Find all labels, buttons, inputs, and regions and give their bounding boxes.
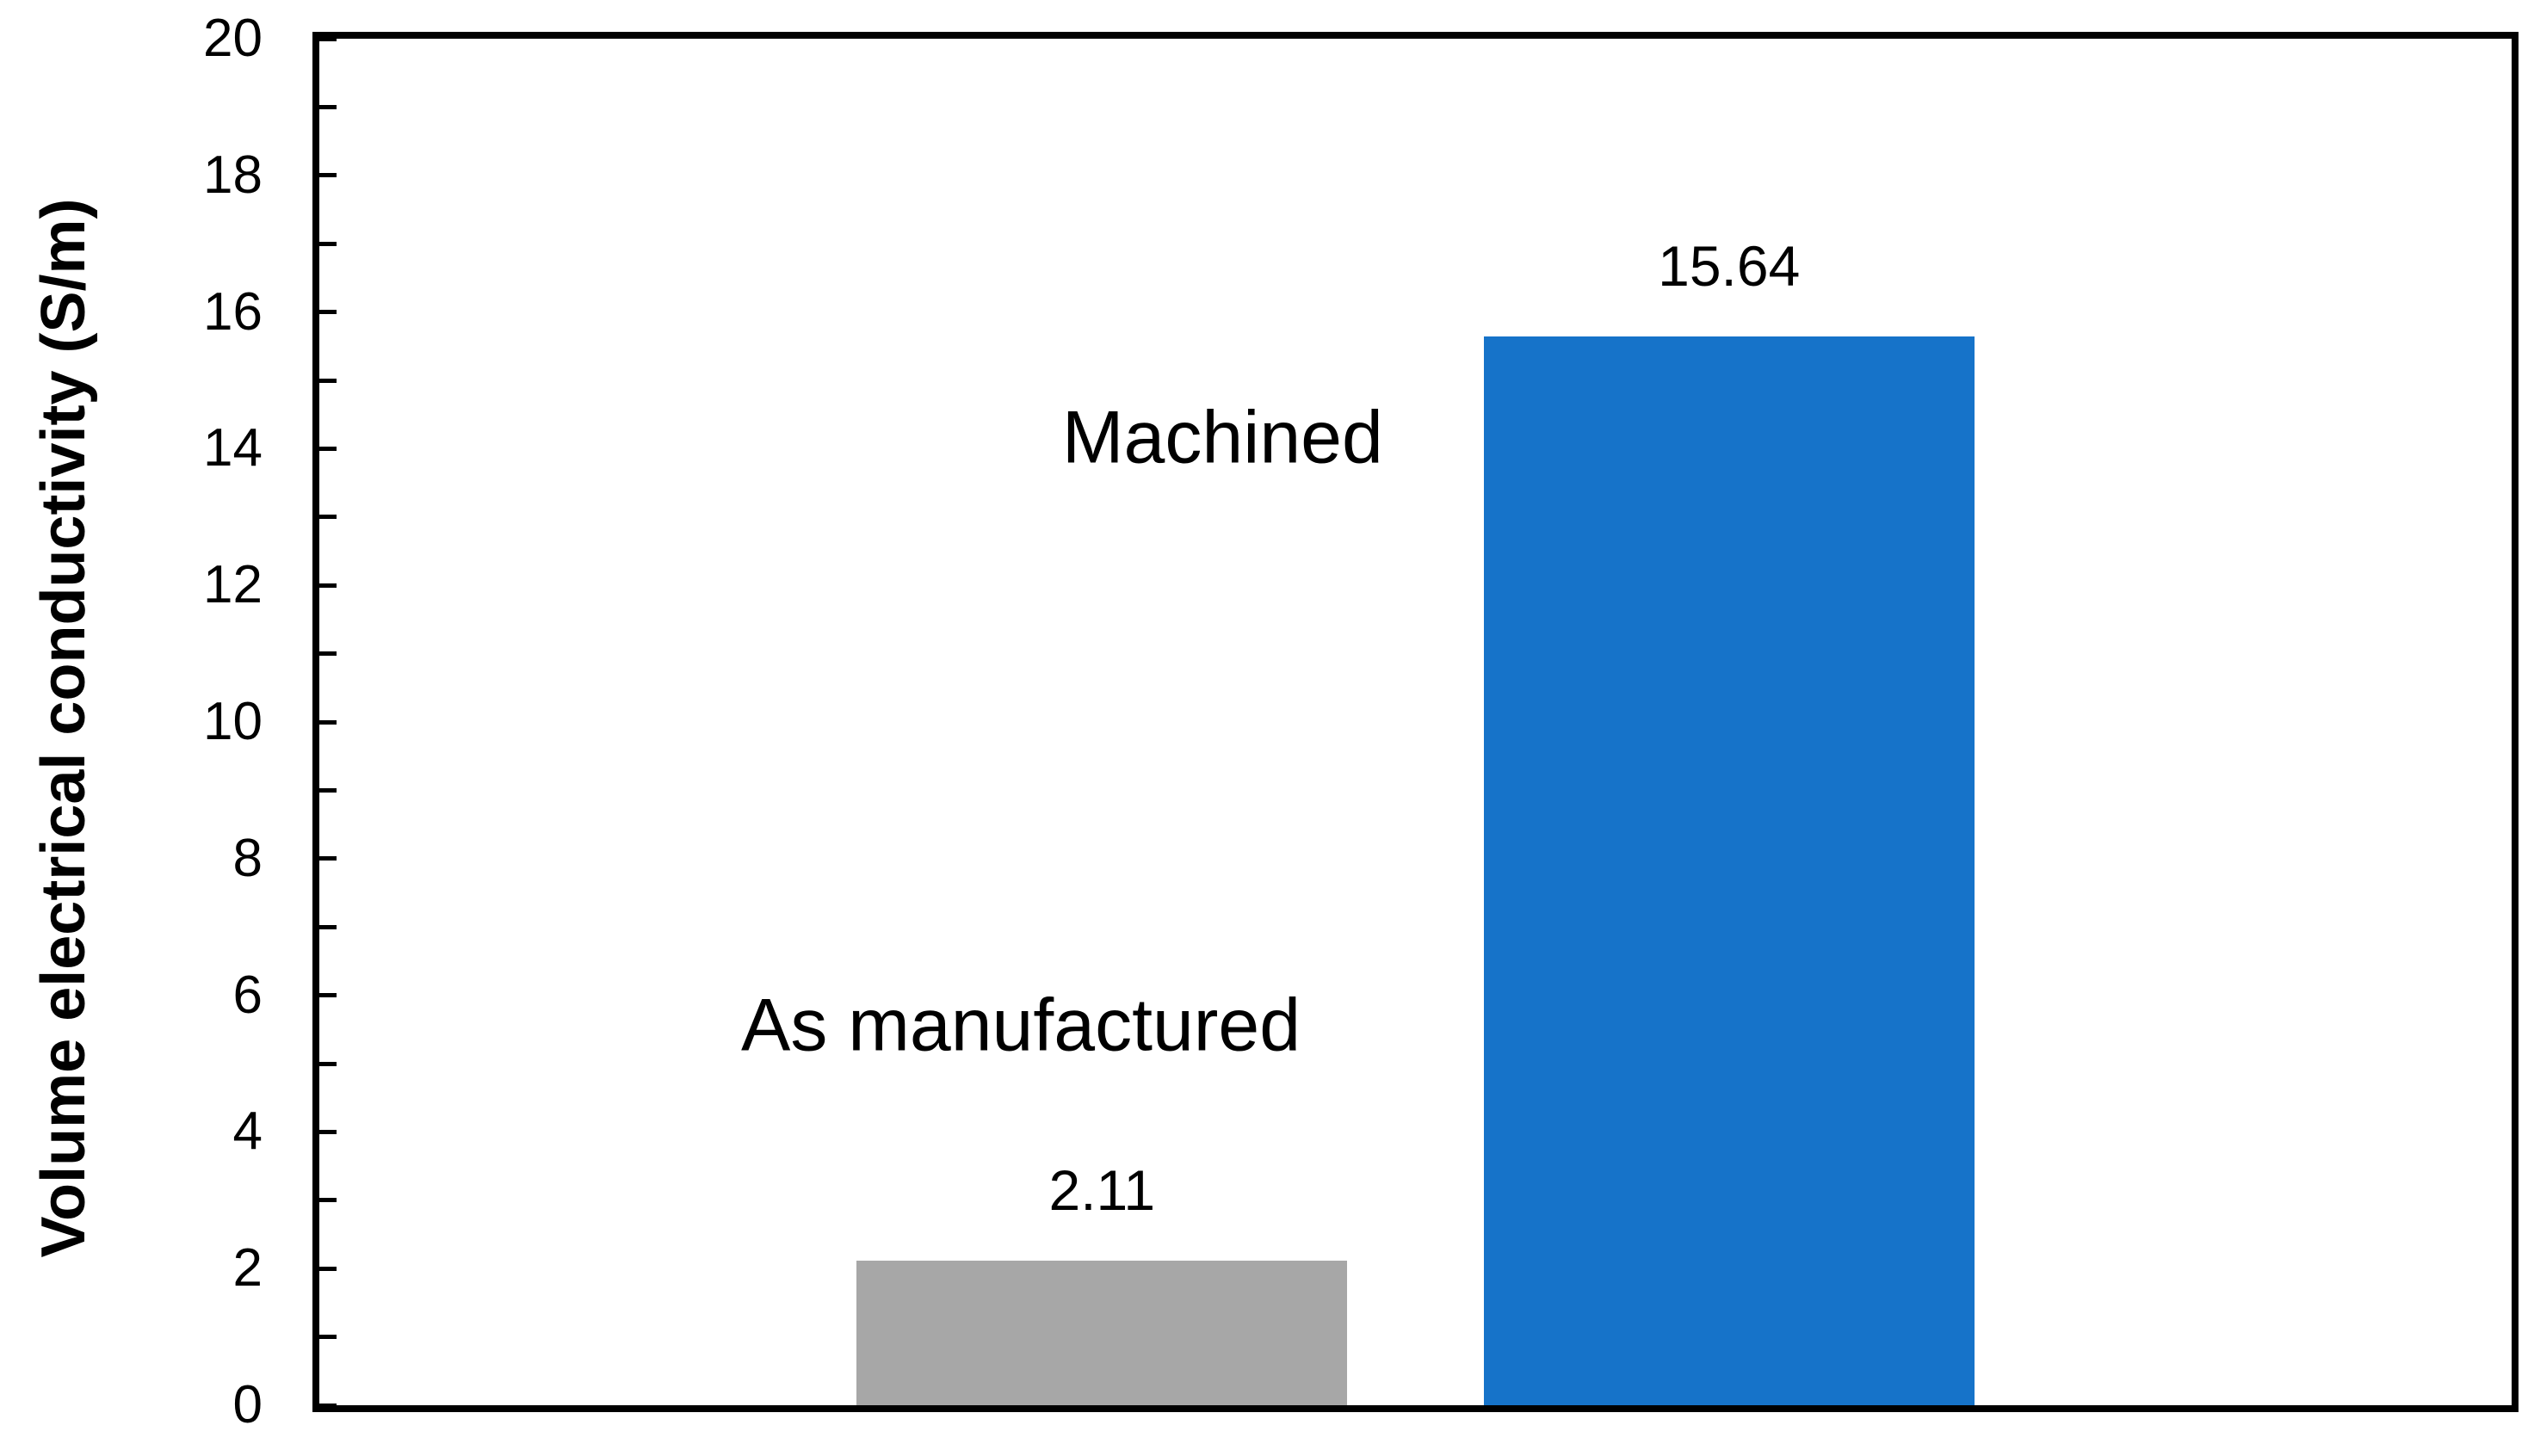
y-axis-tick bbox=[319, 1129, 337, 1134]
y-axis-tick bbox=[319, 1061, 337, 1066]
y-axis-tick bbox=[319, 856, 337, 861]
y-axis-tick bbox=[319, 173, 337, 178]
y-axis-tick-label: 2 bbox=[232, 1238, 263, 1299]
plot-frame bbox=[312, 32, 2519, 1412]
y-axis-tick bbox=[319, 310, 337, 315]
y-axis-title: Volume electrical conductivity (S/m) bbox=[29, 198, 98, 1258]
y-axis-tick bbox=[319, 241, 337, 246]
y-axis-tick bbox=[319, 1266, 337, 1271]
category-annotation-as-manufactured: As manufactured bbox=[740, 984, 1301, 1067]
y-axis-tick bbox=[319, 1335, 337, 1340]
y-axis-tick-label: 10 bbox=[203, 692, 263, 751]
y-axis-tick bbox=[319, 36, 337, 41]
y-axis-tick bbox=[319, 651, 337, 657]
y-axis-tick bbox=[319, 515, 337, 520]
y-axis-tick bbox=[319, 719, 337, 725]
y-axis-tick bbox=[319, 583, 337, 588]
y-axis-tick bbox=[319, 104, 337, 109]
y-axis-tick bbox=[319, 1198, 337, 1203]
y-axis-tick-label: 8 bbox=[232, 828, 263, 888]
bar-value-label-as-manufactured: 2.11 bbox=[1048, 1158, 1156, 1223]
y-axis-tick-label: 6 bbox=[232, 965, 263, 1025]
y-axis-tick-label: 20 bbox=[203, 9, 263, 68]
y-axis-tick-label: 18 bbox=[203, 145, 263, 205]
y-axis-tick-label: 12 bbox=[203, 555, 263, 615]
y-axis-tick-label: 14 bbox=[203, 418, 263, 478]
y-axis-tick-label: 0 bbox=[232, 1375, 263, 1434]
category-annotation-machined: Machined bbox=[1061, 396, 1383, 479]
y-axis-tick bbox=[319, 787, 337, 793]
y-axis-tick bbox=[319, 446, 337, 451]
bar-machined bbox=[1483, 336, 1975, 1405]
y-axis-tick-label: 4 bbox=[232, 1101, 263, 1162]
bar-as-manufactured bbox=[856, 1261, 1348, 1405]
y-axis-tick bbox=[319, 924, 337, 929]
y-axis-tick bbox=[319, 1403, 337, 1408]
y-axis-tick bbox=[319, 993, 337, 998]
y-axis-tick bbox=[319, 378, 337, 383]
bar-value-label-machined: 15.64 bbox=[1658, 234, 1801, 299]
y-axis-tick-label: 16 bbox=[203, 281, 263, 342]
